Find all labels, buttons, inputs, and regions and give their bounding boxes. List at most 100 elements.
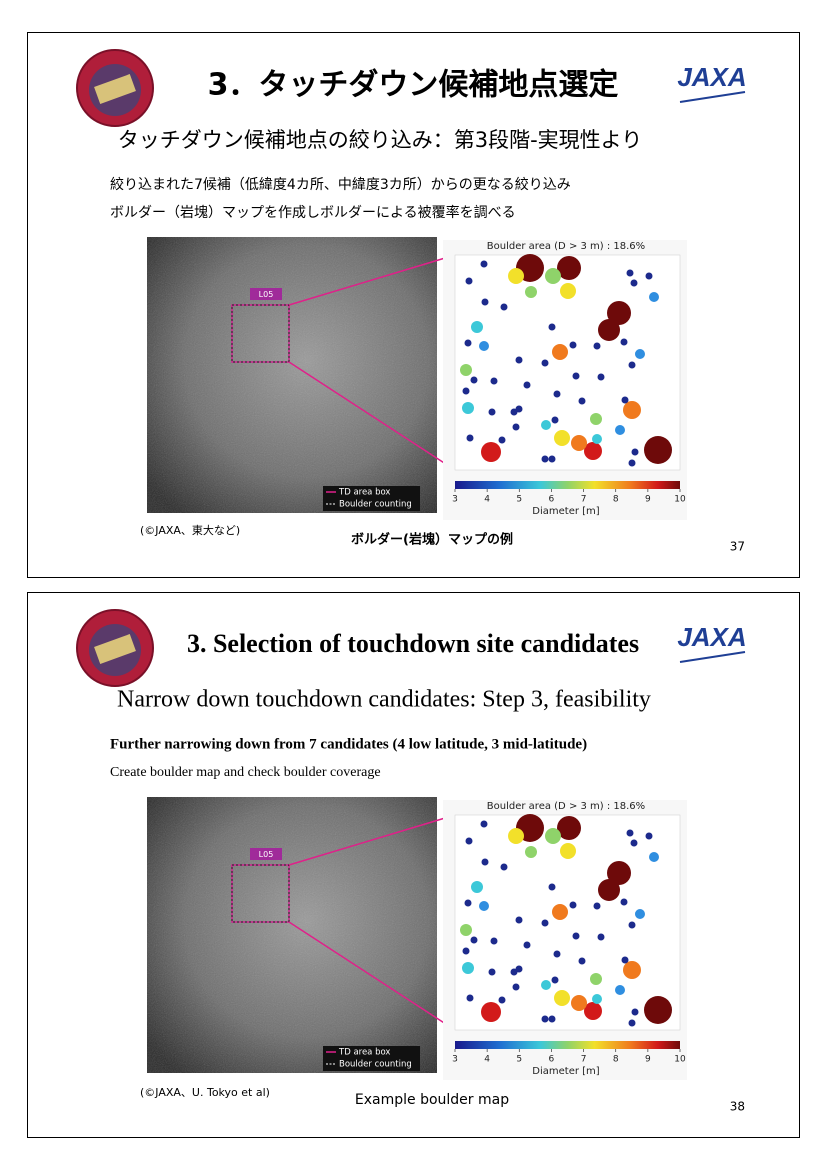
boulder — [584, 1002, 602, 1020]
boulder — [554, 430, 570, 446]
boulder — [572, 932, 580, 940]
boulder — [541, 919, 549, 927]
boulder — [498, 436, 506, 444]
boulder — [466, 994, 474, 1002]
legend-label: TD area box — [338, 1048, 390, 1058]
boulder-count-box — [231, 864, 290, 923]
boulder — [548, 1015, 556, 1023]
boulder — [541, 980, 551, 990]
boulder — [572, 372, 580, 380]
colorbar-tick-label: 4 — [484, 1055, 490, 1065]
jaxa-logo: JAXA — [677, 62, 746, 92]
colorbar-tick-label: 7 — [581, 495, 587, 505]
boulder — [471, 321, 483, 333]
boulder — [471, 881, 483, 893]
boulder — [480, 260, 488, 268]
boulder — [592, 434, 602, 444]
colorbar-tick-label: 10 — [674, 1055, 686, 1065]
boulder — [635, 909, 645, 919]
boulder — [479, 901, 489, 911]
boulder — [470, 376, 478, 384]
legend-label: Boulder counting — [339, 1060, 412, 1070]
page-number: 37 — [730, 540, 745, 554]
boulder — [649, 292, 659, 302]
boulder — [490, 377, 498, 385]
bullet: ボルダー（岩塊）マップを作成しボルダーによる被覆率を調べる — [110, 204, 516, 221]
boulder — [523, 941, 531, 949]
boulder — [512, 423, 520, 431]
boulder — [500, 863, 508, 871]
boulder — [615, 425, 625, 435]
boulder — [481, 1002, 501, 1022]
boulder — [557, 256, 581, 280]
boulder — [626, 829, 634, 837]
boulder — [645, 832, 653, 840]
photo-texture — [147, 797, 437, 1073]
boulder — [464, 339, 472, 347]
boulder — [481, 298, 489, 306]
boulder — [545, 828, 561, 844]
caption: Example boulder map — [355, 1092, 509, 1108]
page-number: 38 — [730, 1100, 745, 1114]
boulder — [466, 434, 474, 442]
boulder — [553, 950, 561, 958]
boulder — [552, 904, 568, 920]
boulder — [512, 983, 520, 991]
slide: JAXA 3. Selection of touchdown site candi… — [27, 592, 800, 1138]
colorbar-tick-label: 9 — [645, 495, 651, 505]
bullet: Create boulder map and check boulder cov… — [110, 765, 381, 780]
colorbar-tick-label: 6 — [549, 1055, 555, 1065]
boulder — [630, 839, 638, 847]
boulder — [593, 902, 601, 910]
boulder — [623, 961, 641, 979]
boulder — [481, 858, 489, 866]
slide-title: 3. Selection of touchdown site candidate… — [187, 629, 639, 658]
colorbar-tick-label: 9 — [645, 1055, 651, 1065]
zoom-line — [288, 254, 456, 306]
zoom-line — [288, 921, 456, 1031]
boulder — [548, 455, 556, 463]
boulder — [569, 901, 577, 909]
colorbar-label: Diameter [m] — [532, 1066, 600, 1077]
boulder — [551, 976, 559, 984]
boulder — [593, 342, 601, 350]
boulder — [525, 846, 537, 858]
caption: ボルダー(岩塊）マップの例 — [351, 532, 513, 548]
boulder — [578, 397, 586, 405]
boulder — [462, 402, 474, 414]
boulder — [628, 921, 636, 929]
map-title: Boulder area (D > 3 m) : 18.6% — [487, 241, 645, 252]
boulder — [626, 269, 634, 277]
boulder — [470, 936, 478, 944]
credit: (©JAXA、東大など) — [140, 523, 240, 537]
photo-texture — [147, 237, 437, 513]
photo-legend — [323, 486, 420, 511]
zoom-line — [288, 361, 456, 471]
boulder — [479, 341, 489, 351]
boulder — [592, 994, 602, 1004]
site-label: L05 — [259, 850, 274, 859]
boulder — [462, 947, 470, 955]
zoom-line — [288, 814, 456, 866]
boulder — [569, 341, 577, 349]
colorbar-label: Diameter [m] — [532, 506, 600, 517]
boulder — [560, 843, 576, 859]
legend-label: TD area box — [338, 488, 390, 498]
boulder — [597, 933, 605, 941]
boulder — [508, 268, 524, 284]
boulder — [460, 924, 472, 936]
boulder — [541, 359, 549, 367]
boulder — [548, 883, 556, 891]
slide: JAXA 3．タッチダウン候補地点選定タッチダウン候補地点の絞り込み：第3段階-実… — [27, 32, 800, 578]
mission-logo-craft — [94, 634, 136, 664]
boulder — [490, 937, 498, 945]
boulder — [541, 420, 551, 430]
boulder — [460, 364, 472, 376]
boulder — [560, 283, 576, 299]
colorbar-tick-label: 6 — [549, 495, 555, 505]
boulder — [464, 899, 472, 907]
colorbar-tick-label: 3 — [452, 495, 458, 505]
boulder — [488, 968, 496, 976]
boulder — [598, 879, 620, 901]
boulder — [488, 408, 496, 416]
